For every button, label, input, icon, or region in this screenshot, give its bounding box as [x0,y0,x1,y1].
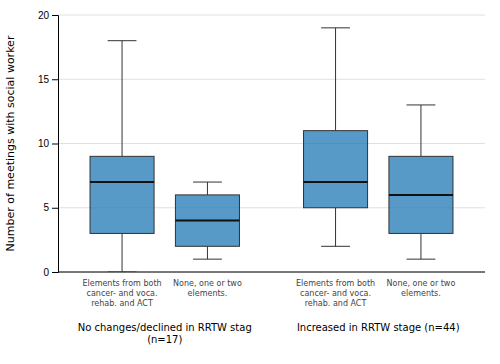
y-tick: 20 [38,10,58,21]
y-tick-mark [52,79,58,80]
group-label: No changes/declined in RRTW stag(n=17) [78,322,252,345]
label-line: rehab. and ACT [305,299,367,308]
chart: 0 5 10 15 20 Number of meetings with social w… [0,0,500,364]
category-label: Elements from bothcancer- and voca.rehab… [82,279,161,308]
label-line: cancer- and voca. [300,289,371,298]
label-line: None, one or two [173,279,242,288]
median [90,181,154,183]
y-tick-label: 15 [38,74,50,85]
whisker-high [335,28,336,131]
y-tick-label: 0 [43,267,49,278]
median [389,194,453,196]
y-tick: 0 [43,267,58,278]
cap-high [108,40,137,41]
y-axis: 0 5 10 15 20 [38,10,59,278]
median [304,181,368,183]
box [389,156,453,233]
label-line: elements. [401,289,441,298]
grid-line [58,15,485,16]
grid [58,15,485,272]
x-labels: Elements from bothcancer- and voca.rehab… [78,279,460,345]
y-tick: 5 [43,202,58,213]
whisker-low [420,233,421,259]
whisker-high [122,41,123,157]
label-line: rehab. and ACT [91,299,153,308]
boxes [90,28,453,272]
whisker-low [207,246,208,259]
y-tick-mark [52,208,58,209]
box-plot [175,182,239,259]
y-axis-line [52,16,59,273]
box [90,156,154,233]
y-tick: 15 [38,74,58,85]
cap-low [108,272,137,273]
y-tick-label: 20 [38,10,50,21]
x-axis-line [58,272,485,273]
y-tick-label: 10 [38,138,50,149]
category-label: None, one or twoelements. [387,279,456,298]
cap-high [321,27,350,28]
label-line: Elements from both [82,279,161,288]
y-tick-mark [52,144,58,145]
box [304,131,368,208]
y-tick-label: 5 [43,202,49,213]
y-tick-mark [52,15,58,16]
grid-line [58,272,485,273]
whisker-low [122,233,123,272]
cap-low [193,259,222,260]
category-label: None, one or twoelements. [173,279,242,298]
y-tick-mark [52,272,58,273]
median [175,220,239,222]
whisker-high [420,105,421,156]
label-line: No changes/declined in RRTW stag [78,322,252,333]
cap-low [321,246,350,247]
box [175,195,239,246]
y-tick: 10 [38,138,58,149]
cap-low [407,259,436,260]
plot: 0 5 10 15 20 Number of meetings with social w… [4,10,485,345]
cap-high [407,104,436,105]
whisker-low [335,208,336,247]
category-label: Elements from bothcancer- and voca.rehab… [296,279,375,308]
box-plot [90,41,154,272]
label-line: cancer- and voca. [87,289,158,298]
label-line: Elements from both [296,279,375,288]
cap-high [193,182,222,183]
label-line: Increased in RRTW stage (n=44) [297,322,460,333]
whisker-high [207,182,208,195]
box-plot [304,28,368,246]
label-line: elements. [188,289,228,298]
group-label: Increased in RRTW stage (n=44) [297,322,460,333]
box-plot [389,105,453,259]
label-line: (n=17) [147,334,182,345]
label-line: None, one or two [387,279,456,288]
y-axis-title: Number of meetings with social worker [4,35,17,251]
